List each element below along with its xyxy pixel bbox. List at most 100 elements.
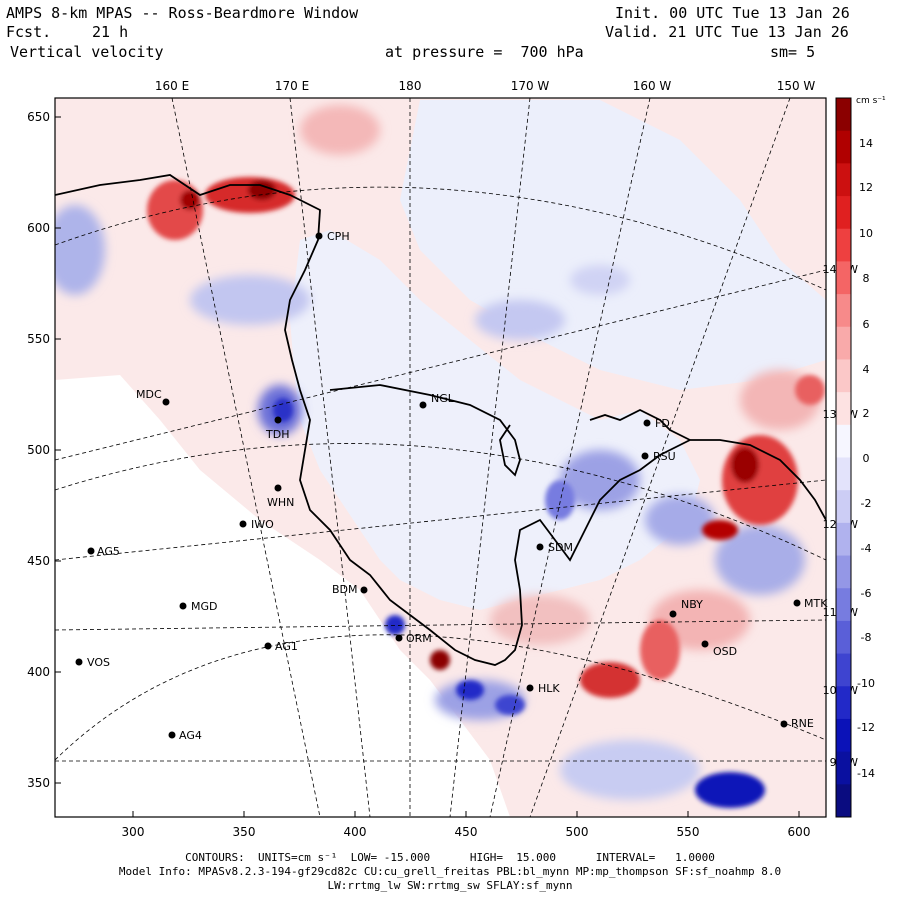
- station-label: RNE: [791, 717, 814, 730]
- station-label: CPH: [327, 230, 350, 243]
- station-cph: CPH: [315, 230, 350, 243]
- station-ag5: AG5: [87, 545, 120, 558]
- colorbar-units: cm s⁻¹: [856, 96, 886, 106]
- cb-label: 0: [863, 452, 870, 465]
- parallel-line: [55, 443, 826, 561]
- station-dot: [419, 401, 427, 409]
- coast-path: [55, 174, 826, 666]
- station-dot: [793, 599, 801, 607]
- station-dot: [264, 642, 272, 650]
- cb-label: -8: [861, 631, 872, 644]
- station-dot: [179, 602, 187, 610]
- colorbar-swatch: [836, 392, 851, 426]
- station-orm: ORM: [395, 632, 432, 645]
- cb-label: -6: [861, 587, 872, 600]
- x-tick-label: 400: [344, 825, 367, 839]
- map-field: [55, 98, 826, 817]
- station-label: NBY: [681, 598, 703, 611]
- init-time: Init. 00 UTC Tue 13 Jan 26: [615, 4, 850, 22]
- station-label: RSU: [653, 450, 676, 463]
- station-dot: [526, 684, 534, 692]
- station-dot: [75, 658, 83, 666]
- ice-shelf-region: [290, 230, 700, 610]
- colorbar-swatches: [836, 98, 851, 818]
- station-dot: [701, 640, 709, 648]
- station-dot: [87, 547, 95, 555]
- blob: [645, 495, 715, 545]
- x-tick-label: 550: [677, 825, 700, 839]
- y-tick-label: 500: [27, 443, 50, 457]
- lon-label: 160 E: [155, 79, 189, 93]
- station-vos: VOS: [75, 656, 110, 669]
- colorbar-swatch: [836, 490, 851, 524]
- contour-info: CONTOURS: UNITS=cm s⁻¹ LOW= -15.000 HIGH…: [185, 851, 715, 864]
- cb-label: 12: [859, 181, 873, 194]
- colorbar-swatch: [836, 784, 851, 818]
- station-label: MGD: [191, 600, 218, 613]
- meridian-line: [289, 98, 371, 817]
- smoothing: sm= 5: [770, 43, 816, 61]
- x-tick-label: 500: [566, 825, 589, 839]
- station-rne: RNE: [780, 717, 814, 730]
- coastline: [55, 174, 826, 666]
- cb-label: 8: [863, 272, 870, 285]
- station-dot: [641, 452, 649, 460]
- colorbar-swatch: [836, 196, 851, 230]
- station-rsu: RSU: [641, 450, 676, 463]
- lon-label: 150 W: [777, 79, 816, 93]
- x-axis-labels: 300 350 400 450 500 550 600: [122, 825, 811, 839]
- blob: [180, 190, 200, 210]
- station-mgd: MGD: [179, 600, 218, 613]
- station-bdm: BDM: [332, 583, 368, 596]
- valid-time: Valid. 21 UTC Tue 13 Jan 26: [605, 23, 849, 41]
- blob: [385, 615, 405, 635]
- station-hlk: HLK: [526, 682, 560, 695]
- x-tick-label: 350: [233, 825, 256, 839]
- x-tick-label: 600: [788, 825, 811, 839]
- station-tdh: TDH: [265, 416, 289, 441]
- blob: [560, 450, 640, 510]
- colorbar-swatch: [836, 130, 851, 164]
- y-tick-label: 350: [27, 776, 50, 790]
- colorbar-swatch: [836, 359, 851, 393]
- blob: [722, 435, 798, 525]
- blob: [570, 265, 630, 295]
- station-dot: [162, 398, 170, 406]
- blob: [273, 398, 293, 422]
- station-dot: [360, 586, 368, 594]
- x-tick-label: 300: [122, 825, 145, 839]
- blob: [640, 620, 680, 680]
- colorbar-swatch: [836, 98, 851, 132]
- station-label: SDM: [548, 541, 573, 554]
- y-tick-label: 650: [27, 110, 50, 124]
- meridian-line: [171, 98, 321, 817]
- station-dot: [643, 419, 651, 427]
- colorbar-swatch: [836, 457, 851, 491]
- station-dot: [274, 416, 282, 424]
- cb-label: -4: [861, 542, 872, 555]
- blob: [55, 205, 105, 295]
- blob: [490, 595, 590, 645]
- meridian-line: [55, 269, 826, 461]
- cb-label: 14: [859, 137, 873, 150]
- blob: [731, 447, 759, 483]
- station-label: NGL: [431, 392, 455, 405]
- colorbar-swatch: [836, 555, 851, 589]
- y-axis-labels: 650 600 550 500 450 400 350: [27, 110, 50, 790]
- cb-label: -14: [857, 767, 875, 780]
- model-info: Model Info: MPASv8.2.3-194-gf29cd82c CU:…: [118, 865, 782, 878]
- cb-label: -2: [861, 497, 872, 510]
- blob: [475, 300, 565, 340]
- station-nby: NBY: [669, 598, 703, 618]
- station-dot: [239, 520, 247, 528]
- station-label: TDH: [265, 428, 289, 441]
- blob: [147, 180, 203, 240]
- station-dot: [669, 610, 677, 618]
- blob: [715, 525, 805, 595]
- lon-label: 170 E: [275, 79, 309, 93]
- lon-label: 170 W: [511, 79, 550, 93]
- lon-label: 180: [399, 79, 422, 93]
- station-label: MDC: [136, 388, 162, 401]
- station-label: AG4: [179, 729, 202, 742]
- y-tick-label: 550: [27, 332, 50, 346]
